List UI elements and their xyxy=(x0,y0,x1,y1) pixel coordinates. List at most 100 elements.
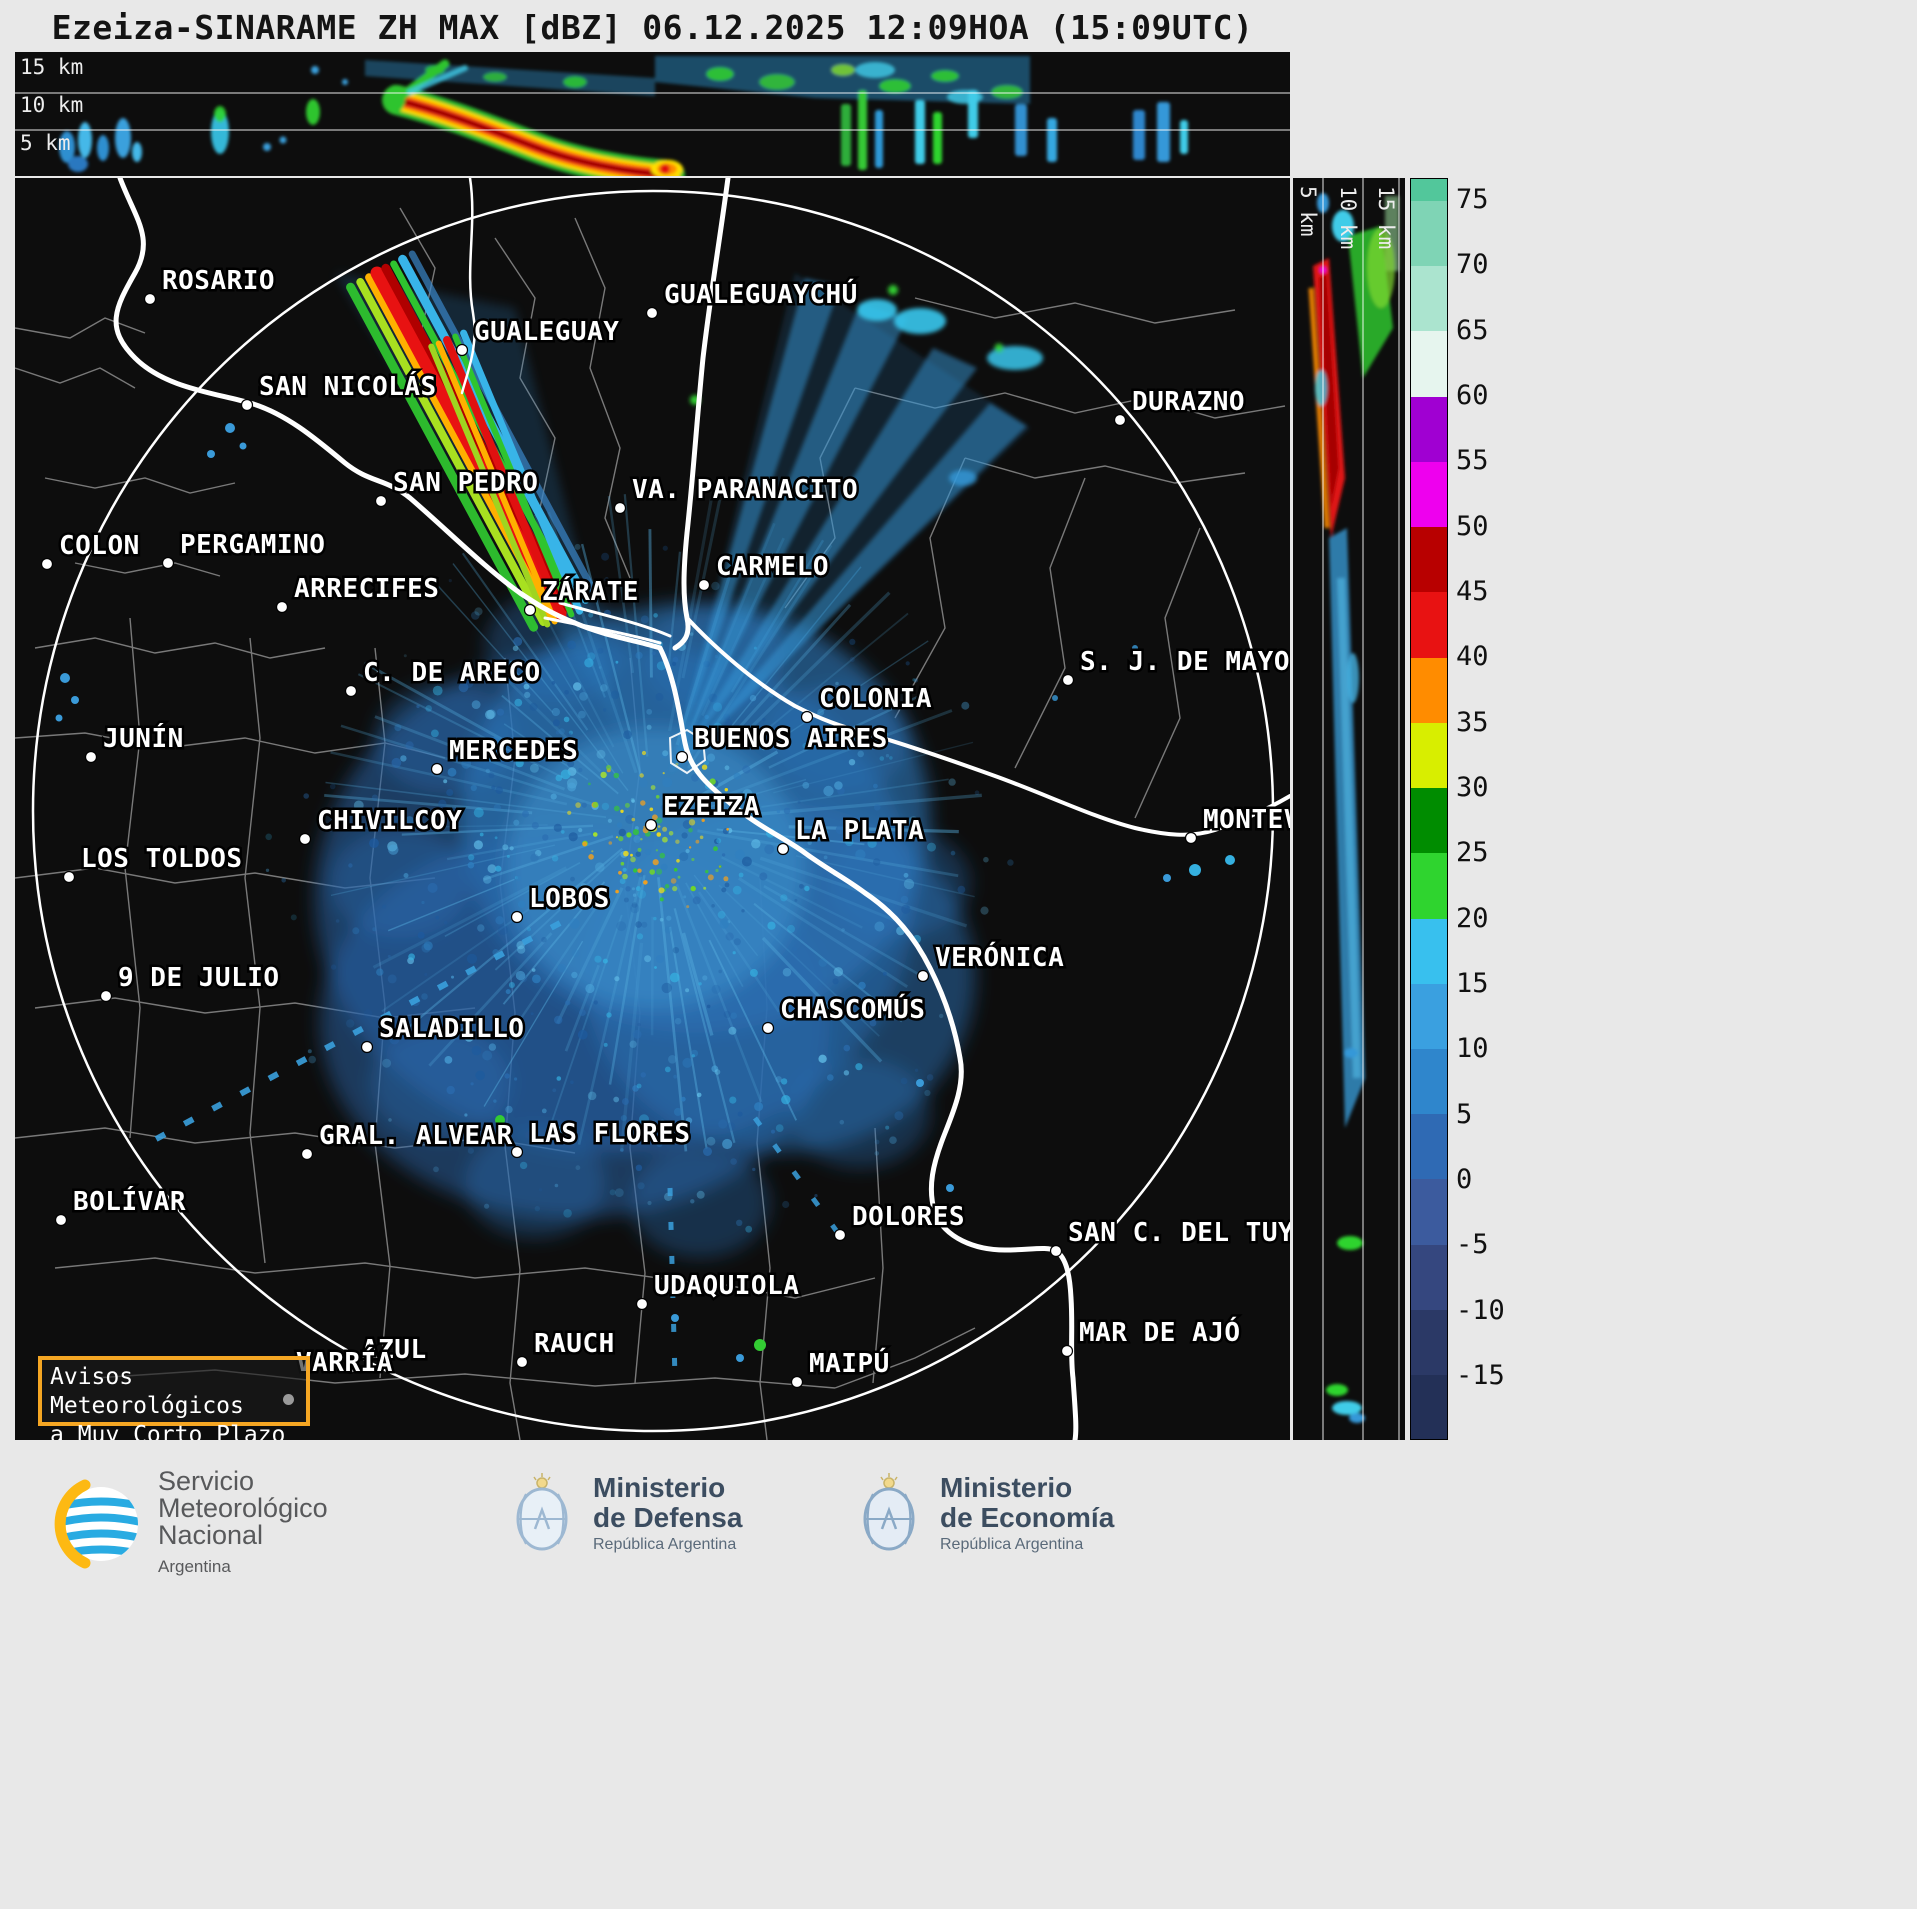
colorbar-segment xyxy=(1411,1375,1447,1440)
alert-line-1: Avisos Meteorológicos xyxy=(50,1364,244,1419)
colorbar-segment xyxy=(1411,918,1447,984)
smn-line-4: Argentina xyxy=(158,1557,231,1576)
city-layer: ROSARIO GUALEGUAYCHÚ GUALEGUAY SAN NICOLÁS D… xyxy=(40,264,1290,1389)
city-label: COLONIA xyxy=(819,684,932,714)
city-label: RAUCH xyxy=(534,1329,615,1359)
economia-line-1: Ministerio xyxy=(940,1471,1073,1503)
city-dot xyxy=(40,557,54,571)
alert-box: Avisos Meteorológicos a Muy Corto Plazo xyxy=(38,1356,310,1448)
colorbar-tick-label: 35 xyxy=(1456,706,1489,738)
city-dot xyxy=(99,989,113,1003)
colorbar-tick-label: 45 xyxy=(1456,575,1489,607)
city-dot xyxy=(344,684,358,698)
city-dot xyxy=(298,832,312,846)
radar-echoes xyxy=(55,250,1235,1379)
city-dot xyxy=(455,343,469,357)
smn-text: Servicio Meteorológico Nacional Argentin… xyxy=(158,1468,328,1580)
height-label-15km: 15 km xyxy=(20,55,83,79)
colorbar-segment xyxy=(1411,396,1447,462)
right-cross-section: 5 km 10 km 15 km xyxy=(1296,178,1400,1440)
colorbar-tick-label: 15 xyxy=(1456,967,1489,999)
city-dot xyxy=(697,578,711,592)
city-label: SAN C. DEL TUYÚ xyxy=(1068,1216,1290,1248)
colorbar-tick-label: 20 xyxy=(1456,902,1489,934)
top-cross-section-panel: 15 km 10 km 5 km xyxy=(15,52,1290,176)
colorbar-tick-label: 70 xyxy=(1456,249,1489,281)
smn-line-2: Meteorológico xyxy=(158,1493,328,1523)
city-label: PERGAMINO xyxy=(180,530,325,560)
height-label-10km-right: 10 km xyxy=(1336,186,1360,249)
city-label: CARMELO xyxy=(716,552,829,582)
page-title: Ezeiza-SINARAME ZH MAX [dBZ] 06.12.2025 … xyxy=(51,8,1254,47)
colorbar-segment xyxy=(1411,657,1447,723)
city-label: MAR DE AJÓ xyxy=(1079,1316,1241,1348)
city-label: UDAQUIOLA xyxy=(654,1271,799,1301)
colorbar-segments xyxy=(1411,179,1447,1440)
economia-text: Ministerio de Economía República Argenti… xyxy=(940,1471,1115,1554)
city-label: VARRÍA xyxy=(296,1346,393,1378)
city-dot xyxy=(833,1228,847,1242)
radar-map-panel: ROSARIO GUALEGUAYCHÚ GUALEGUAY SAN NICOLÁS D… xyxy=(15,178,1290,1440)
city-dot xyxy=(360,1040,374,1054)
city-label: DOLORES xyxy=(852,1202,965,1232)
city-dot xyxy=(161,556,175,570)
colorbar-tick-label: 65 xyxy=(1456,314,1489,346)
height-label-5km: 5 km xyxy=(20,131,71,155)
city-label: ROSARIO xyxy=(162,266,275,296)
colorbar-tick-label: 40 xyxy=(1456,641,1489,673)
city-dot xyxy=(1184,831,1198,845)
city-dot xyxy=(430,762,444,776)
colorbar-tick-label: 0 xyxy=(1456,1163,1473,1195)
city-label: GRAL. ALVEAR xyxy=(319,1121,513,1151)
colorbar-segment xyxy=(1411,266,1447,332)
economia-line-2: de Economía xyxy=(940,1501,1115,1533)
colorbar-segment xyxy=(1411,1244,1447,1310)
city-label: LOS TOLDOS xyxy=(81,844,243,874)
city-dot xyxy=(644,818,658,832)
city-label: GUALEGUAY xyxy=(474,317,619,347)
city-dot xyxy=(613,501,627,515)
city-label: EZEIZA xyxy=(663,792,760,822)
city-label: CHASCOMÚS xyxy=(780,993,925,1025)
city-dot xyxy=(374,494,388,508)
height-label-10km: 10 km xyxy=(20,93,83,117)
city-dot xyxy=(275,600,289,614)
city-label: VA. PARANACITO xyxy=(632,475,858,505)
colorbar-tick-label: 60 xyxy=(1456,379,1489,411)
city-dot xyxy=(510,1145,524,1159)
defensa-line-2: de Defensa xyxy=(593,1501,743,1533)
economia-emblem-icon xyxy=(863,1473,915,1551)
city-label: AZUL xyxy=(362,1335,427,1365)
city-dot xyxy=(515,1355,529,1369)
alert-dot xyxy=(283,1394,294,1405)
smn-logo-icon xyxy=(54,1479,138,1569)
city-dot xyxy=(776,842,790,856)
colorbar-tick-label: -10 xyxy=(1456,1294,1505,1326)
city-dot xyxy=(54,1213,68,1227)
top-cross-section: 15 km 10 km 5 km xyxy=(15,55,1290,176)
city-dot xyxy=(800,710,814,724)
city-dot xyxy=(1113,413,1127,427)
dbz-colorbar xyxy=(1410,178,1448,1440)
defensa-text: Ministerio de Defensa República Argentin… xyxy=(593,1472,743,1554)
scattered-echoes xyxy=(55,423,1235,1379)
colorbar-tick-label: -5 xyxy=(1456,1229,1489,1261)
city-dot xyxy=(143,292,157,306)
colorbar-segment xyxy=(1411,1049,1447,1115)
top-height-gridlines xyxy=(15,92,1290,131)
city-dot xyxy=(62,870,76,884)
colorbar-segment xyxy=(1411,722,1447,789)
city-label: 9 DE JULIO xyxy=(118,963,280,993)
city-label: LOBOS xyxy=(529,884,610,914)
colorbar-segment xyxy=(1411,527,1447,593)
city-label: S. J. DE MAYO xyxy=(1080,647,1290,677)
city-dot xyxy=(635,1297,649,1311)
colorbar-segment xyxy=(1411,592,1447,658)
colorbar-segment xyxy=(1411,200,1447,267)
colorbar-tick-label: -15 xyxy=(1456,1359,1505,1391)
smn-logo-block: Servicio Meteorológico Nacional Argentin… xyxy=(52,1468,328,1580)
city-label: BOLÍVAR xyxy=(73,1185,186,1217)
city-dot xyxy=(300,1147,314,1161)
colorbar-tick-label: 10 xyxy=(1456,1033,1489,1065)
right-height-gridlines xyxy=(1322,178,1400,1440)
